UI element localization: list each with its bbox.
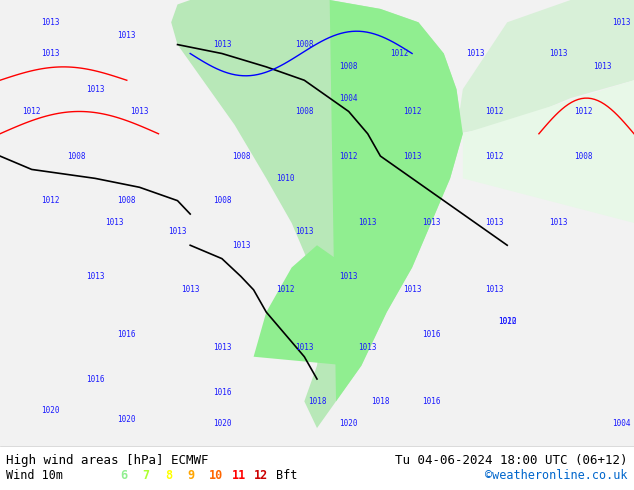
Text: 9: 9 [187,469,194,482]
Text: 11: 11 [231,469,245,482]
Text: 1013: 1013 [403,285,422,294]
Text: 1020: 1020 [498,317,517,325]
Text: Bft: Bft [276,469,297,482]
Text: 1013: 1013 [358,219,377,227]
Text: 1016: 1016 [212,388,231,397]
Text: 1016: 1016 [422,397,441,406]
Text: 1004: 1004 [339,94,358,102]
Text: 1012: 1012 [390,49,409,58]
Text: 1013: 1013 [130,107,149,116]
Text: 1013: 1013 [86,85,105,94]
Text: 1013: 1013 [212,40,231,49]
Text: 1018: 1018 [371,397,390,406]
Text: 1012: 1012 [485,151,504,161]
Text: 1013: 1013 [212,343,231,352]
Text: 1013: 1013 [466,49,485,58]
Text: 1004: 1004 [612,419,631,428]
Text: 1013: 1013 [403,151,422,161]
Text: 1013: 1013 [548,49,567,58]
Text: 1012: 1012 [574,107,593,116]
Text: 12: 12 [254,469,268,482]
Text: 1013: 1013 [295,227,314,236]
Text: 8: 8 [165,469,172,482]
Text: 1008: 1008 [339,62,358,72]
Text: 1008: 1008 [295,40,314,49]
Text: 1012: 1012 [339,151,358,161]
Text: 1016: 1016 [117,330,136,339]
Text: 1012: 1012 [41,196,60,205]
Text: 1013: 1013 [117,31,136,40]
Text: 1013: 1013 [548,219,567,227]
Text: 1010: 1010 [276,174,295,183]
Text: High wind areas [hPa] ECMWF: High wind areas [hPa] ECMWF [6,454,209,467]
Text: 1008: 1008 [574,151,593,161]
Text: 1008: 1008 [67,151,86,161]
Text: 7: 7 [143,469,150,482]
Polygon shape [463,80,634,223]
Text: 1012: 1012 [403,107,422,116]
Text: 1020: 1020 [212,419,231,428]
Text: 1016: 1016 [86,374,105,384]
Text: 10: 10 [209,469,223,482]
Text: 1008: 1008 [295,107,314,116]
Text: 1013: 1013 [612,18,631,27]
Text: 1013: 1013 [181,285,200,294]
Text: 1008: 1008 [231,151,250,161]
Polygon shape [456,0,634,134]
Text: Tu 04-06-2024 18:00 UTC (06+12): Tu 04-06-2024 18:00 UTC (06+12) [395,454,628,467]
Text: 1013: 1013 [231,241,250,250]
Text: 1013: 1013 [339,272,358,281]
Text: 1013: 1013 [358,343,377,352]
Text: 1013: 1013 [593,62,612,72]
Text: 1008: 1008 [212,196,231,205]
Text: 1008: 1008 [117,196,136,205]
Text: 1012: 1012 [22,107,41,116]
Text: 1013: 1013 [422,219,441,227]
Text: 1013: 1013 [105,219,124,227]
Text: 1013: 1013 [485,285,504,294]
Text: 1012: 1012 [498,317,517,325]
Text: 1013: 1013 [41,18,60,27]
Text: 1020: 1020 [339,419,358,428]
Text: 1012: 1012 [276,285,295,294]
Text: 1013: 1013 [41,49,60,58]
Text: 6: 6 [120,469,127,482]
Text: 1013: 1013 [86,272,105,281]
Text: 1013: 1013 [485,219,504,227]
Text: 1012: 1012 [485,107,504,116]
Text: 1018: 1018 [307,397,327,406]
Text: 1020: 1020 [117,415,136,424]
Text: 1016: 1016 [422,330,441,339]
Text: 1020: 1020 [41,406,60,415]
Text: ©weatheronline.co.uk: ©weatheronline.co.uk [485,469,628,482]
Text: 1013: 1013 [295,343,314,352]
Polygon shape [254,245,368,366]
Polygon shape [330,0,463,401]
Polygon shape [171,0,463,428]
Text: 1013: 1013 [168,227,187,236]
Text: Wind 10m: Wind 10m [6,469,63,482]
